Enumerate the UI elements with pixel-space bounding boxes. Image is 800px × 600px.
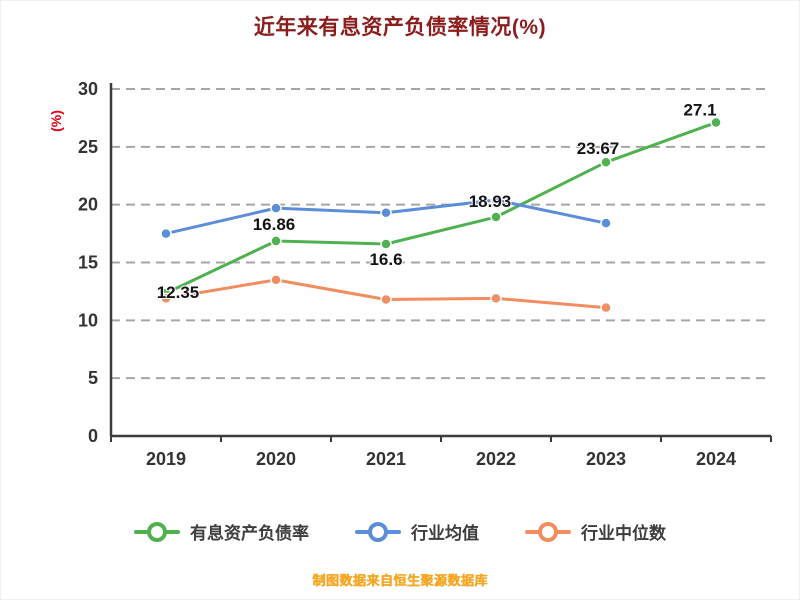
svg-text:2020: 2020 — [256, 449, 296, 469]
svg-text:2023: 2023 — [586, 449, 626, 469]
legend-label-industry-mean: 行业均值 — [411, 524, 479, 543]
svg-text:16.6: 16.6 — [369, 250, 402, 269]
legend-item-ratio[interactable]: 有息资产负债率 — [134, 519, 309, 544]
orange-line-marker-icon — [525, 521, 571, 543]
svg-text:0: 0 — [88, 426, 98, 446]
legend-label-industry-median: 行业中位数 — [581, 524, 666, 543]
svg-text:2021: 2021 — [366, 449, 406, 469]
line-chart: 0 5 10 15 20 25 30 2019 2020 2021 2022 2023 2024 12.3… — [78, 79, 772, 469]
svg-text:10: 10 — [78, 310, 98, 330]
svg-text:27.1: 27.1 — [683, 101, 716, 120]
svg-text:15: 15 — [78, 253, 98, 273]
legend-label-ratio: 有息资产负债率 — [190, 524, 309, 543]
svg-text:2024: 2024 — [696, 449, 736, 469]
green-line-marker-icon — [134, 521, 180, 543]
svg-text:2019: 2019 — [146, 449, 186, 469]
data-source-note: 制图数据来自恒生聚源数据库 — [312, 573, 488, 588]
svg-text:16.86: 16.86 — [253, 215, 296, 234]
legend-item-industry-mean[interactable]: 行业均值 — [355, 519, 479, 544]
svg-text:12.35: 12.35 — [157, 283, 200, 302]
svg-text:30: 30 — [78, 79, 98, 99]
blue-line-marker-icon — [355, 521, 401, 543]
svg-text:18.93: 18.93 — [469, 192, 512, 211]
svg-text:25: 25 — [78, 137, 98, 157]
page-title: 近年来有息资产负债率情况(%) — [253, 16, 547, 39]
svg-text:2022: 2022 — [476, 449, 516, 469]
svg-text:20: 20 — [78, 195, 98, 215]
legend-item-industry-median[interactable]: 行业中位数 — [525, 519, 666, 544]
svg-text:23.67: 23.67 — [577, 139, 620, 158]
legend: 有息资产负债率 行业均值 行业中位数 — [1, 519, 799, 544]
svg-text:5: 5 — [88, 368, 98, 388]
